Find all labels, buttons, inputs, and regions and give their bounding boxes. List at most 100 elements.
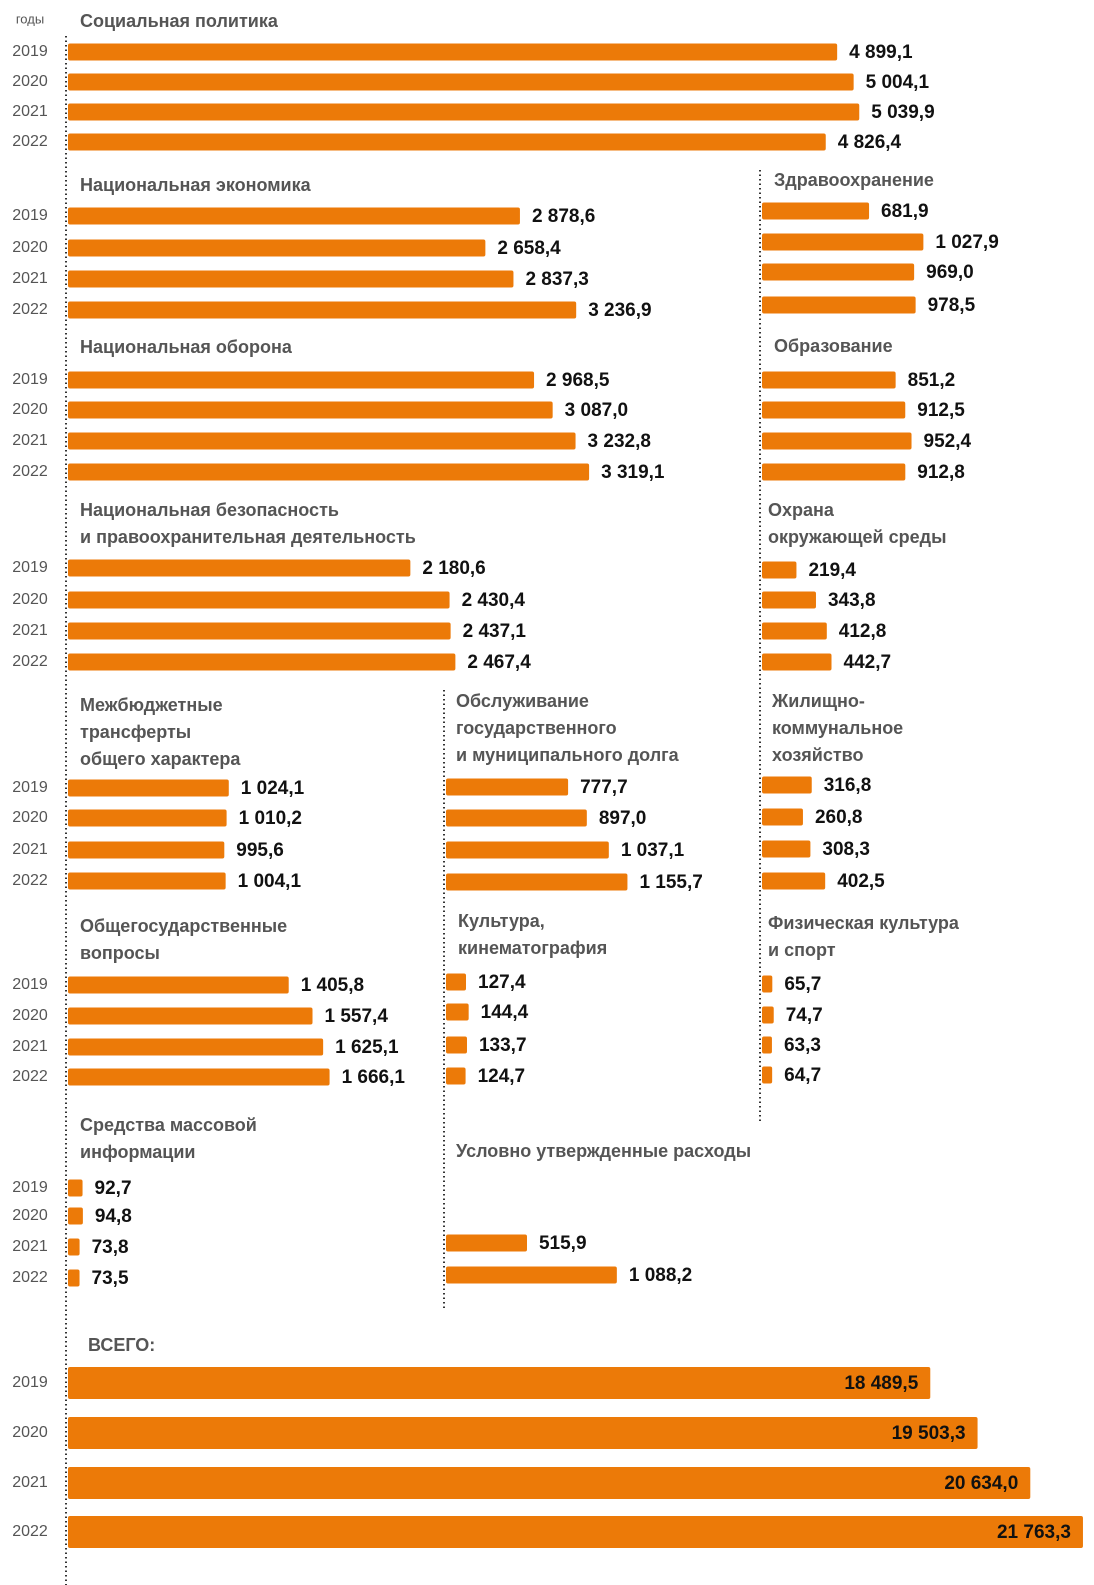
panel-title: и муниципального долга [456,745,680,765]
bar [68,103,860,121]
bar [446,973,467,991]
panel-title: Культура, [458,911,545,931]
bar [68,270,514,288]
value-label: 73,5 [92,1268,129,1289]
bar [68,622,451,640]
year-label: 2022 [12,1269,48,1286]
panel-title: Национальная оборона [80,337,293,357]
value-label: 995,6 [236,840,284,861]
value-label: 127,4 [478,972,526,993]
value-label: 144,4 [481,1002,529,1023]
value-label: 5 004,1 [866,72,930,93]
bar [762,401,906,419]
bar [68,1038,324,1056]
bar [68,779,229,797]
value-label: 1 666,1 [342,1067,406,1088]
year-label: 2022 [12,872,48,889]
year-label: 2019 [12,976,48,993]
bar [762,463,906,481]
value-label: 442,7 [844,652,892,673]
year-label: 2020 [12,809,48,826]
year-label: 2019 [12,779,48,796]
value-label: 343,8 [828,590,876,611]
panel-title: коммунальное [772,718,903,738]
year-label: 2021 [12,841,48,858]
value-label: 897,0 [599,808,647,829]
bar [68,559,411,577]
bar [762,840,811,858]
panel-title: окружающей среды [768,527,946,547]
year-label: 2021 [12,1238,48,1255]
bar [762,371,896,389]
bar [68,463,590,481]
value-label: 92,7 [95,1178,132,1199]
value-label: 515,9 [539,1233,587,1254]
bar [68,301,577,319]
value-label: 65,7 [784,974,821,995]
value-label: 2 437,1 [463,621,527,642]
value-label: 912,5 [917,400,965,421]
bar [68,1238,80,1256]
panel-title: Социальная политика [80,11,279,31]
panel-title: хозяйство [772,745,864,765]
axis-label: годы [16,11,44,26]
year-label: 2022 [12,133,48,150]
bar [68,1007,313,1025]
value-label: 2 878,6 [532,206,595,227]
value-label: 851,2 [908,370,956,391]
bar [68,371,535,389]
bar [68,1179,83,1197]
bar [446,873,628,891]
panel-title: общего характера [80,749,241,769]
panel-title: Средства массовой [80,1115,257,1135]
value-label: 1 010,2 [239,808,302,829]
year-label: 2022 [12,463,48,480]
year-label: 2020 [12,239,48,256]
year-label: 2022 [12,1068,48,1085]
panel-title: Межбюджетные [80,695,223,715]
bar [446,1067,466,1085]
bar [68,1207,83,1225]
bar [762,561,797,579]
value-label: 219,4 [808,560,856,581]
year-label: 2022 [12,1523,48,1540]
value-label: 133,7 [479,1035,527,1056]
value-label: 1 088,2 [629,1265,692,1286]
bar [762,591,816,609]
bar [446,778,569,796]
bar [762,296,916,314]
bar [446,1234,527,1252]
panel-title: кинематография [458,938,607,958]
bar [446,841,609,859]
year-label: 2021 [12,103,48,120]
value-label: 2 430,4 [462,590,526,611]
bar [68,133,826,151]
value-label: 412,8 [839,621,887,642]
panel-title: информации [80,1142,196,1162]
value-label: 2 968,5 [546,370,610,391]
year-label: 2019 [12,207,48,224]
bar [68,976,289,994]
value-label: 3 087,0 [565,400,628,421]
value-label: 2 467,4 [467,652,531,673]
bar [446,1266,617,1284]
year-label: 2020 [12,591,48,608]
panel-title: Жилищно- [771,691,865,711]
bar [762,872,826,890]
bar [68,43,838,61]
panel-title: государственного [456,718,617,738]
panel-title: Здравоохранение [774,170,934,190]
panel-title: вопросы [80,943,160,963]
bar [446,809,587,827]
panel-title: Охрана [768,500,835,520]
bar [762,975,773,993]
value-label: 4 899,1 [849,42,913,63]
value-label: 3 236,9 [588,300,651,321]
bar [68,841,225,859]
year-label: 2021 [12,622,48,639]
panel-title: Физическая культура [768,913,960,933]
bar [68,1467,1031,1499]
value-label: 1 004,1 [238,871,302,892]
value-label: 124,7 [478,1066,526,1087]
